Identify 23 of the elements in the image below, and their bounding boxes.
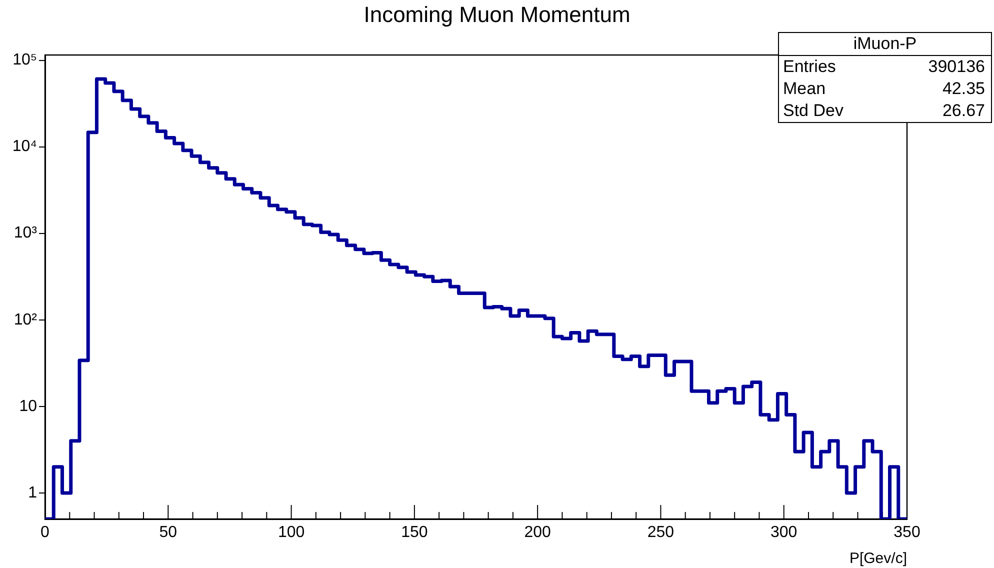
annotation: Std Dev [783,100,844,122]
y-tick-label: 10² [14,311,38,328]
x-tick-label: 200 [524,524,552,542]
text: 26.67 [942,100,985,122]
y-tick-label: 1 [28,484,38,502]
y-tick-label: 10⁴ [12,138,38,156]
chart-title: Incoming Muon Momentum [362,2,632,28]
text: 42.35 [942,78,985,100]
text: 390136 [928,56,985,78]
x-tick-label: 250 [647,524,674,542]
annotation: Mean [783,78,826,100]
y-tick-label: 10⁵ [12,52,37,69]
x-tick-label: 50 [159,524,178,542]
annotation: Entries [783,56,836,78]
x-tick-label: 150 [401,524,428,542]
text: iMuon-P [779,33,991,56]
x-tick-label: 350 [894,524,920,542]
x-axis-title: P[Gev/c] [849,550,907,568]
y-tick-label: 10 [19,398,38,415]
y-tick-label: 10³ [14,224,38,242]
x-tick-label: 300 [770,524,798,542]
x-tick-label: 100 [278,524,305,542]
x-tick-label: 0 [40,524,50,542]
